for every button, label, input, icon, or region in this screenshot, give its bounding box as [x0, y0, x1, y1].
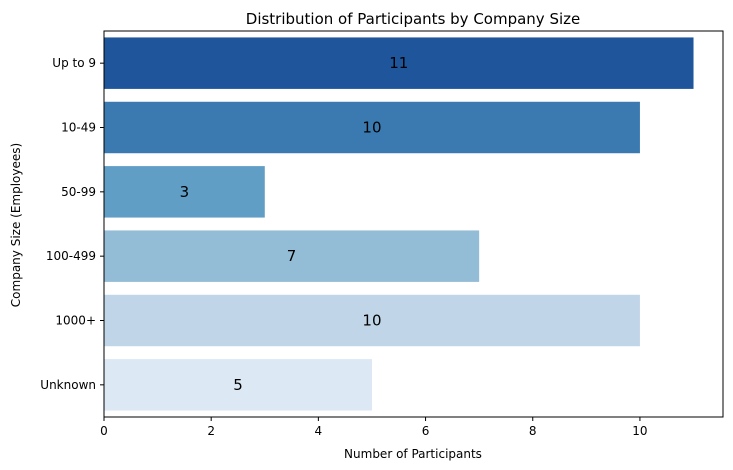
bar-100-499: [104, 230, 480, 282]
y-tick-label: Up to 9: [52, 56, 96, 70]
bar-up-to-9: [104, 37, 694, 89]
bar-value-label: 3: [180, 183, 190, 201]
x-tick-label: 8: [529, 424, 537, 438]
bar-50-99: [104, 166, 265, 218]
bar-1000-: [104, 294, 640, 347]
chart-title: Distribution of Participants by Company …: [246, 10, 580, 28]
bar-labels-group: 11 10 3 7 10 5: [180, 54, 409, 394]
y-tick-label: 10-49: [61, 121, 96, 135]
y-tick-label: 1000+: [55, 314, 96, 328]
x-axis: 0 2 4 6 8 10: [100, 417, 648, 438]
bar-value-label: 5: [233, 376, 243, 394]
bar-value-label: 11: [389, 54, 408, 72]
x-tick-label: 6: [422, 424, 430, 438]
y-axis: Up to 9 10-49 50-99 100-499 1000+ Unknown: [40, 56, 104, 392]
x-tick-label: 2: [207, 424, 215, 438]
y-tick-label: Unknown: [40, 378, 96, 392]
y-tick-label: 50-99: [61, 185, 96, 199]
x-tick-label: 10: [632, 424, 647, 438]
plot-frame: [103, 30, 724, 418]
bar-value-label: 7: [287, 247, 297, 265]
y-axis-title: Company Size (Employees): [9, 143, 23, 307]
bar-value-label: 10: [362, 312, 381, 330]
x-tick-label: 4: [315, 424, 323, 438]
x-axis-title: Number of Participants: [344, 447, 482, 461]
bar-10-49: [104, 101, 640, 154]
bar-value-label: 10: [362, 119, 381, 137]
x-tick-label: 0: [100, 424, 108, 438]
bars-group: [104, 37, 694, 411]
bar-unknown: [104, 359, 372, 411]
y-tick-label: 100-499: [46, 249, 96, 263]
